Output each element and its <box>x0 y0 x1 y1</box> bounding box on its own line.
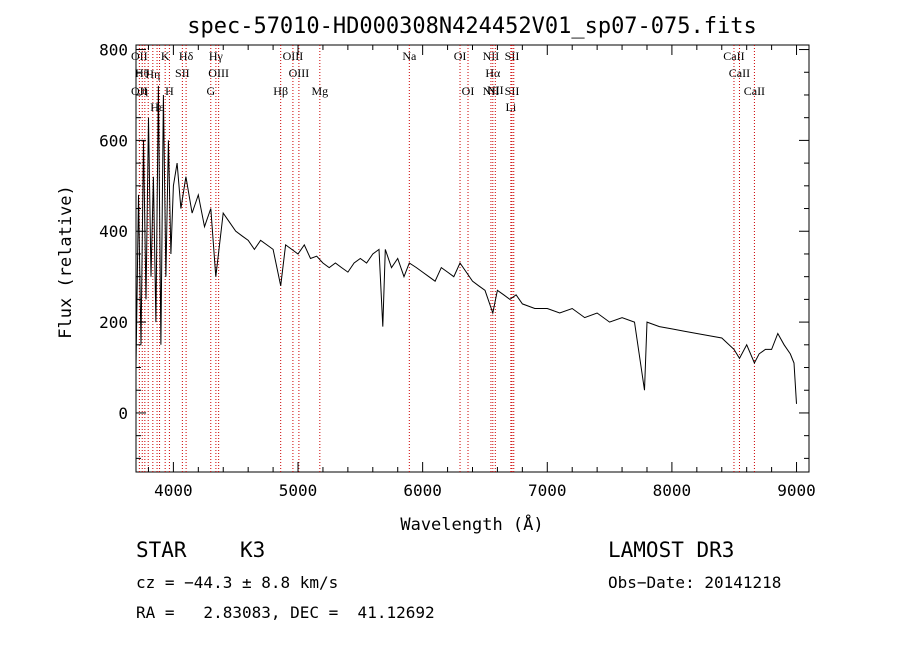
y-tick-label: 0 <box>118 404 128 423</box>
line-label-top: Hε <box>150 100 164 114</box>
spectrum-line <box>135 85 797 404</box>
line-label-bottom: Hη <box>145 67 160 81</box>
axis-ticks: 4000 5000 6000 7000 8000 9000 0 200 400 600 800 <box>99 41 816 500</box>
line-label-top: OIII <box>289 66 310 80</box>
line-label-bottom: CaII <box>744 84 765 98</box>
y-axis-label: Flux (relative) <box>56 185 76 339</box>
x-tick-label: 7000 <box>528 481 567 500</box>
line-label-bottom: OII <box>131 84 148 98</box>
x-tick-label: 4000 <box>154 481 193 500</box>
ra-dec-coordinates: RA = 2.83083, DEC = 41.12692 <box>136 603 435 622</box>
x-tick-label: 8000 <box>653 481 692 500</box>
line-label-top: Hγ <box>209 49 224 63</box>
line-label-bottom: Hβ <box>273 84 288 98</box>
line-label-top: Hδ <box>179 49 194 63</box>
chart-title: spec-57010-HD000308N424452V01_sp07-075.f… <box>187 14 757 39</box>
plot-frame <box>135 44 810 473</box>
y-tick-label: 200 <box>99 313 128 332</box>
line-label-bottom: H <box>165 84 174 98</box>
line-label-top: Na <box>402 49 417 63</box>
line-label-top: K <box>161 49 170 63</box>
subclass: K3 <box>240 538 266 562</box>
line-label-bottom: OI <box>462 84 475 98</box>
line-label-bottom: Mg <box>311 84 328 98</box>
spectrum-chart: spec-57010-HD000308N424452V01_sp07-075.f… <box>56 14 816 535</box>
y-tick-label: 400 <box>99 222 128 241</box>
x-tick-label: 6000 <box>403 481 442 500</box>
line-label-top: NII <box>483 49 500 63</box>
line-label-bottom: SII <box>505 84 520 98</box>
line-label-top: OIII <box>208 66 229 80</box>
line-label-top: Hθ <box>135 66 150 80</box>
object-class: STAR <box>136 538 187 562</box>
y-tick-label: 800 <box>99 41 128 60</box>
x-tick-label: 9000 <box>777 481 816 500</box>
redshift-cz: cz = −44.3 ± 8.8 km/s <box>136 573 339 592</box>
line-label-top: CaII <box>723 49 744 63</box>
survey-name: LAMOST DR3 <box>608 538 735 562</box>
line-label-top: NII <box>487 83 504 97</box>
line-label-top: OI <box>454 49 467 63</box>
line-markers: OIIOIIHθηHηHεKHSIIHδGHγOIIIHβOIIIOIIIMgN… <box>131 45 765 472</box>
line-label-top: SII <box>505 49 520 63</box>
x-axis-label: Wavelength (Å) <box>400 513 543 535</box>
line-label-top: Li <box>506 100 517 114</box>
line-label-bottom: G <box>206 84 215 98</box>
line-label-top: η <box>142 83 148 97</box>
x-tick-label: 5000 <box>279 481 318 500</box>
obs-date: Obs−Date: 20141218 <box>608 573 782 592</box>
line-label-top: OIII <box>283 49 304 63</box>
line-label-top: CaII <box>729 66 750 80</box>
y-tick-label: 600 <box>99 131 128 150</box>
line-label-top: SII <box>175 66 190 80</box>
line-label-top: Hα <box>485 66 501 80</box>
line-label-top: OII <box>131 49 148 63</box>
